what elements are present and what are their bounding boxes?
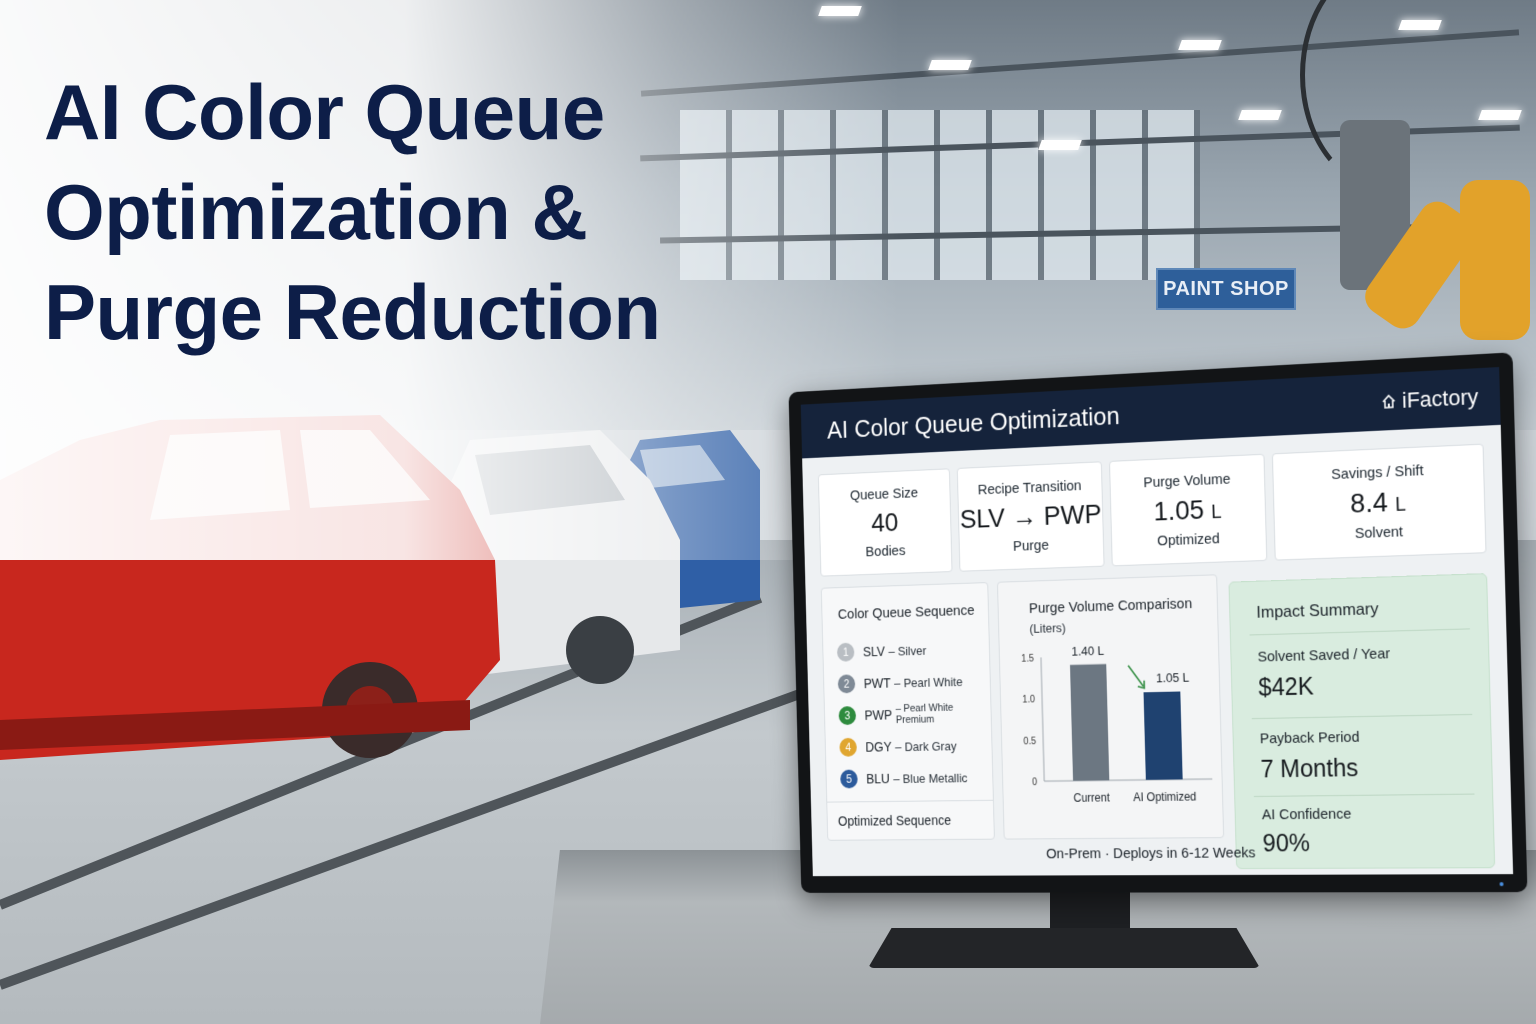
ceiling-light <box>1038 140 1082 150</box>
robot-arm-base <box>1460 180 1530 340</box>
kpi-label: Purge Volume <box>1143 471 1231 491</box>
y-tick-label: 1.5 <box>1021 653 1034 664</box>
deployment-footer: On-Prem · Deploys in 6-12 Weeks <box>812 843 1513 863</box>
brand-name: iFactory <box>1402 384 1479 414</box>
sequence-badge: 1 <box>837 643 855 662</box>
color-queue-title: Color Queue Sequence <box>838 602 975 622</box>
home-icon <box>1381 393 1397 410</box>
kpi-label: Recipe Transition <box>978 478 1082 499</box>
kpi-value: 40 <box>871 507 899 538</box>
color-name: – Pearl White Premium <box>895 702 982 726</box>
purge-volume-chart: 1.5 1.0 0.5 0 1.40 L Current 1.05 L AI Optimize… <box>1000 643 1223 829</box>
impact-label: Payback Period <box>1260 729 1360 747</box>
kpi-unit: L <box>1211 501 1222 523</box>
impact-summary-title: Impact Summary <box>1256 599 1379 622</box>
optimized-sequence-label: Optimized Sequence <box>827 800 994 840</box>
sequence-badge: 2 <box>838 674 856 693</box>
kpi-label: Queue Size <box>850 485 918 504</box>
queue-item[interactable]: 2 PWT – Pearl White <box>837 665 981 700</box>
color-code: BLU <box>866 771 890 786</box>
queue-item[interactable]: 5 BLU – Blue Metallic <box>840 761 984 795</box>
kpi-sub: Bodies <box>865 543 905 560</box>
ceiling-light <box>928 60 972 70</box>
color-name: – Blue Metallic <box>893 770 967 785</box>
color-code: DGY <box>865 739 892 754</box>
headline-line-1: AI Color Queue <box>44 68 605 156</box>
kpi-label: Savings / Shift <box>1331 462 1424 483</box>
queue-item[interactable]: 1 SLV – Silver <box>837 633 981 669</box>
kpi-unit: L <box>1395 494 1406 516</box>
sequence-badge: 3 <box>838 706 856 725</box>
sequence-badge: 5 <box>840 770 858 789</box>
chart-subtitle: (Liters) <box>1029 620 1066 635</box>
kpi-savings-shift: Savings / Shift 8.4 L Solvent <box>1272 444 1487 561</box>
impact-label: Solvent Saved / Year <box>1257 645 1390 665</box>
category-label: Current <box>1073 792 1110 804</box>
kpi-value: 1.05 L <box>1153 494 1222 528</box>
dashboard-screen: AI Color Queue Optimization iFactory Que… <box>801 367 1513 876</box>
impact-row-solvent: Solvent Saved / Year $42K <box>1250 628 1473 719</box>
color-code: PWP <box>864 707 892 723</box>
impact-summary-panel: Impact Summary Solvent Saved / Year $42K… <box>1228 573 1495 869</box>
sequence-badge: 4 <box>839 738 857 757</box>
page-headline: AI Color Queue Optimization & Purge Redu… <box>44 62 744 362</box>
kpi-number: 8.4 <box>1350 487 1388 519</box>
paint-shop-sign: PAINT SHOP <box>1156 268 1296 310</box>
kpi-value: 8.4 L <box>1350 486 1406 520</box>
bar-value-label: 1.40 L <box>1071 643 1104 658</box>
impact-row-payback: Payback Period 7 Months <box>1252 714 1475 797</box>
color-queue-panel: Color Queue Sequence 1 SLV – Silver 2 PW… <box>821 582 995 841</box>
headline-line-2: Optimization & <box>44 168 587 256</box>
y-tick-label: 0.5 <box>1023 736 1036 747</box>
down-arrow-head-icon <box>1138 680 1145 688</box>
bar <box>1144 691 1183 779</box>
monitor-stand-base <box>868 928 1260 968</box>
color-name: – Dark Gray <box>895 738 957 753</box>
y-tick-label: 1.0 <box>1022 695 1035 706</box>
bar-value-label: 1.05 L <box>1156 671 1190 686</box>
down-arrow-icon <box>1128 665 1143 686</box>
kpi-recipe-transition: Recipe Transition SLV → PWP Purge <box>957 461 1105 571</box>
color-code: SLV <box>863 644 885 660</box>
category-label: AI Optimized <box>1133 791 1196 804</box>
power-led <box>1500 882 1504 886</box>
chart-title: Purge Volume Comparison <box>1029 595 1193 616</box>
ceiling-light <box>1178 40 1222 50</box>
color-name: – Pearl White <box>894 674 963 690</box>
kpi-number: SLV → PWP <box>959 499 1101 534</box>
brand-logo: iFactory <box>1380 384 1478 415</box>
impact-value: $42K <box>1258 673 1314 703</box>
kpi-number: 40 <box>871 507 899 537</box>
kpi-sub: Optimized <box>1157 531 1220 550</box>
queue-item[interactable]: 4 DGY – Dark Gray <box>839 729 983 763</box>
kpi-queue-size: Queue Size 40 Bodies <box>818 468 953 576</box>
headline-line-3: Purge Reduction <box>44 268 661 356</box>
y-tick-label: 0 <box>1032 777 1037 788</box>
kpi-number: 1.05 <box>1153 494 1204 526</box>
impact-label: AI Confidence <box>1262 806 1352 823</box>
color-code: PWT <box>864 675 891 691</box>
impact-value: 7 Months <box>1260 755 1358 785</box>
monitor: AI Color Queue Optimization iFactory Que… <box>789 352 1528 893</box>
ceiling-light <box>1478 110 1522 120</box>
color-name: – Silver <box>888 643 926 658</box>
kpi-purge-volume: Purge Volume 1.05 L Optimized <box>1109 454 1267 567</box>
queue-item[interactable]: 3 PWP – Pearl White Premium <box>838 697 982 732</box>
ceiling-light <box>1238 110 1282 120</box>
dashboard-title: AI Color Queue Optimization <box>827 400 1120 444</box>
bar <box>1070 664 1109 781</box>
purge-chart-panel: Purge Volume Comparison (Liters) 1.5 1.0 0… <box>997 574 1224 839</box>
y-axis <box>1041 657 1044 781</box>
color-queue-list: 1 SLV – Silver 2 PWT – Pearl White 3 PWP… <box>837 633 984 795</box>
x-axis <box>1044 779 1212 781</box>
kpi-sub: Purge <box>1013 537 1049 555</box>
kpi-value: SLV → PWP <box>959 499 1101 535</box>
kpi-sub: Solvent <box>1355 523 1404 542</box>
